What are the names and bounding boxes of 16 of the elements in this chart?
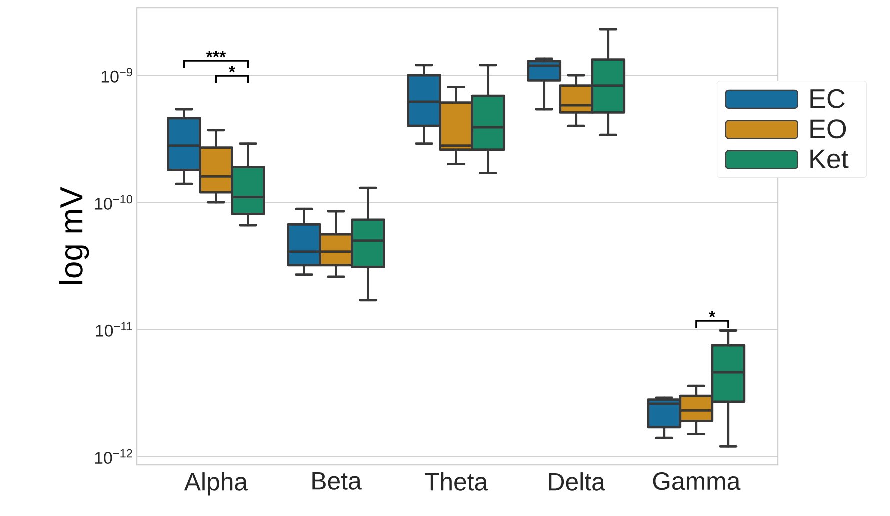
x-tick-label: Beta xyxy=(312,472,362,490)
y-tick-label: 10$^{−9}$ xyxy=(102,68,132,83)
annotation: * xyxy=(228,66,236,73)
y-tick-label: 10$^{−12}$ xyxy=(95,449,132,464)
x-tick-label: Delta xyxy=(549,472,606,491)
legend-label: Ket xyxy=(810,150,849,169)
x-tick-label: Gamma xyxy=(653,472,741,490)
x-tick-label: Theta xyxy=(425,472,488,491)
x-tick-label: Alpha xyxy=(184,472,248,496)
y-axis-title: log mV xyxy=(59,187,90,284)
annotation: *** xyxy=(206,51,226,58)
legend-label: EC xyxy=(810,89,845,108)
y-tick-label: 10$^{−11}$ xyxy=(96,322,132,337)
y-tick-label: 10$^{−10}$ xyxy=(95,195,133,210)
legend-label: EO xyxy=(810,120,846,139)
annotation: * xyxy=(709,311,716,318)
